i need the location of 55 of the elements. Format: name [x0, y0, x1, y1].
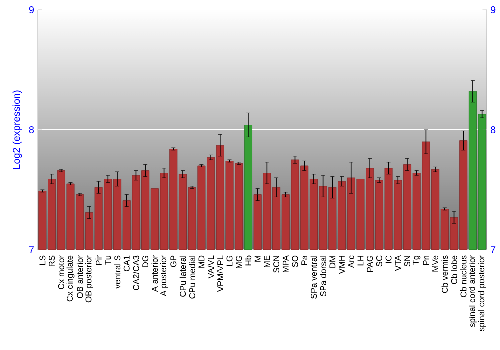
x-tick-label: VMH	[339, 256, 345, 274]
y2-tick-label: 9	[491, 6, 496, 14]
x-tick-label: SO	[292, 256, 298, 268]
x-tick-label: Cx cingulate	[66, 256, 75, 302]
x-tick-label: SN	[404, 256, 410, 267]
x-tick-label: IC	[386, 256, 392, 264]
x-tick-label: ventral S	[114, 256, 121, 289]
x-tick-label: OB anterior	[76, 256, 84, 298]
x-tick-label: Tg	[413, 256, 421, 266]
x-tick-label: MG	[236, 256, 242, 268]
x-tick-label: LS	[40, 256, 46, 266]
x-tick-label: VTA	[395, 255, 402, 272]
x-tick-label: CPu lateral	[180, 256, 186, 297]
x-tick-label: DG	[142, 256, 149, 268]
x-tick-label: LG	[226, 256, 233, 266]
x-tick-label: ME	[264, 256, 270, 268]
y-tick-label: 8	[29, 126, 34, 134]
y2-tick-label: 7	[491, 246, 496, 254]
x-tick-label: Pn	[423, 256, 430, 266]
x-tick-label: DM	[330, 256, 336, 268]
x-tick-label: SPa dorsal	[320, 256, 326, 296]
y-axis-title: Log2 (expression)	[12, 90, 22, 170]
x-tick-label: Cx motor	[58, 256, 64, 290]
y-tick-label: 7	[29, 246, 34, 254]
x-tick-label: spinal cord posterior	[478, 256, 486, 332]
x-tick-label: spinal cord anterior	[469, 256, 477, 328]
x-tick-label: PAG	[367, 256, 374, 272]
x-tick-label: Hb	[245, 256, 252, 266]
x-tick-label: Pa	[302, 255, 308, 266]
x-tick-label: MPA	[282, 255, 289, 272]
y2-tick-label: 8	[490, 126, 496, 134]
x-tick-label: LH	[358, 256, 364, 266]
x-tick-label: SPa ventral	[310, 256, 318, 299]
x-tick-label: CA2/CA3	[133, 256, 140, 290]
x-tick-label: Arc	[348, 256, 354, 268]
x-tick-label: Pir	[96, 256, 102, 266]
x-tick-label: VPM/VPL	[217, 256, 224, 292]
y-tick-label: 9	[29, 6, 34, 14]
x-tick-label: CPu medial	[189, 256, 196, 299]
x-tick-label: MVe	[432, 256, 439, 272]
x-tick-label: RS	[49, 256, 56, 267]
x-tick-label: CA1	[124, 256, 130, 272]
x-tick-label: A anterior	[152, 256, 158, 292]
x-tick-label: OB posterior	[85, 256, 94, 303]
x-tick-label: Cb vermis	[442, 256, 448, 294]
x-tick-label: GP	[170, 256, 177, 268]
x-tick-label: Tu	[105, 256, 112, 265]
x-tick-label: VA/VL	[208, 256, 214, 279]
x-tick-label: MD	[198, 256, 205, 268]
x-tick-label: A posterior	[160, 256, 168, 296]
x-tick-label: Cb nucleus	[460, 256, 467, 298]
x-tick-label: Cb lobe	[451, 256, 458, 284]
x-tick-label: SCN	[274, 256, 280, 273]
x-tick-label: M	[254, 256, 261, 262]
x-tick-label: SC	[376, 256, 382, 267]
